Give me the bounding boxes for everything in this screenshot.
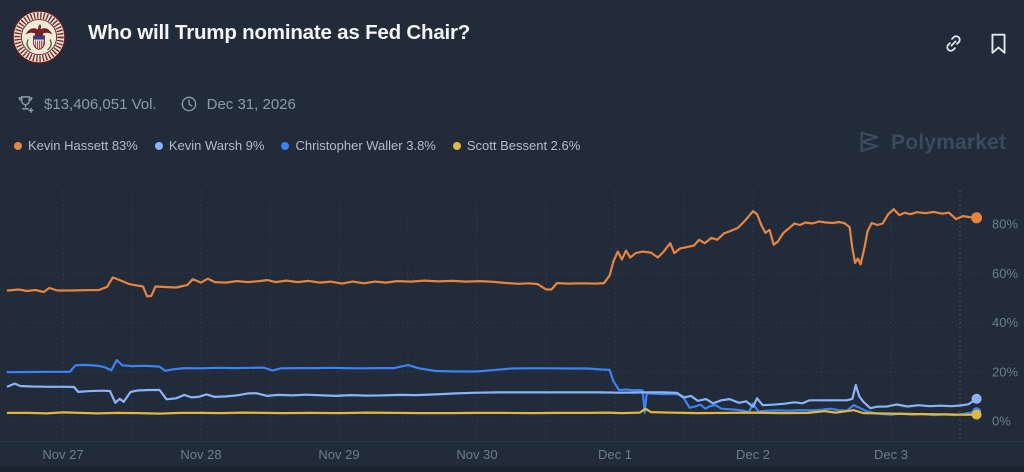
legend-dot-orange	[14, 141, 22, 150]
svg-text:Nov 29: Nov 29	[318, 447, 359, 462]
svg-text:Dec 3: Dec 3	[874, 447, 908, 462]
link-icon	[946, 35, 961, 52]
svg-text:Dec 2: Dec 2	[736, 447, 770, 462]
legend-label: Kevin Hassett 83%	[28, 138, 138, 153]
svg-text:Nov 28: Nov 28	[180, 447, 221, 462]
watermark-label: Polymarket	[891, 130, 1007, 154]
polymarket-watermark: Polymarket	[856, 129, 1006, 156]
legend-item-kevin-hassett[interactable]: Kevin Hassett 83%	[14, 138, 138, 153]
svg-text:0%: 0%	[992, 414, 1011, 429]
market-logo-fed-seal	[12, 10, 66, 64]
end-date-value: Dec 31, 2026	[206, 95, 296, 113]
svg-text:80%: 80%	[992, 217, 1018, 232]
bottom-edge	[0, 467, 1024, 472]
legend-label: Kevin Warsh 9%	[168, 138, 265, 153]
legend-dot-blue	[281, 141, 290, 150]
copy-link-button[interactable]	[940, 30, 967, 57]
trophy-icon	[18, 96, 34, 113]
svg-text:40%: 40%	[992, 315, 1018, 330]
legend-item-kevin-warsh[interactable]: Kevin Warsh 9%	[154, 138, 265, 153]
svg-text:20%: 20%	[992, 364, 1018, 379]
bookmark-icon	[991, 33, 1006, 54]
svg-text:Dec 1: Dec 1	[598, 447, 632, 462]
bookmark-button[interactable]	[987, 31, 1010, 57]
svg-text:60%: 60%	[992, 266, 1018, 281]
legend-item-christopher-waller[interactable]: Christopher Waller 3.8%	[281, 138, 436, 153]
svg-text:Nov 27: Nov 27	[42, 447, 83, 462]
svg-text:Nov 30: Nov 30	[456, 447, 497, 462]
chart-legend: Kevin Hassett 83% Kevin Warsh 9% Christo…	[14, 138, 580, 153]
volume-value: $13,406,051 Vol.	[44, 95, 157, 113]
legend-item-scott-bessent[interactable]: Scott Bessent 2.6%	[452, 138, 581, 153]
legend-label: Christopher Waller 3.8%	[295, 138, 436, 153]
polymarket-logo-icon	[860, 131, 879, 153]
legend-dot-lightblue	[154, 141, 163, 150]
market-title[interactable]: Who will Trump nominate as Fed Chair?	[88, 21, 471, 44]
clock-icon	[181, 96, 196, 112]
legend-dot-yellow	[452, 141, 461, 150]
legend-label: Scott Bessent 2.6%	[466, 138, 581, 153]
